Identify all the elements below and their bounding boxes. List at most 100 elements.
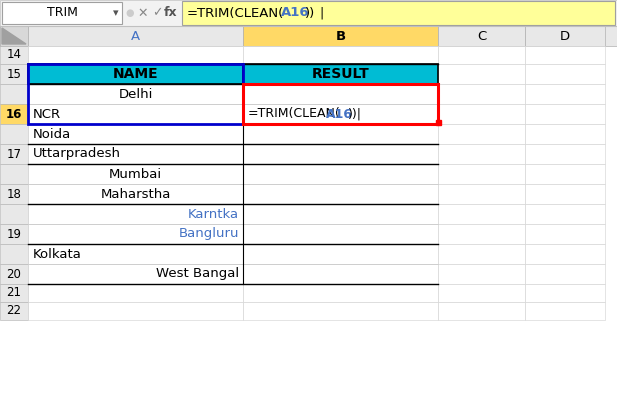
Bar [243,164,438,184]
Bar [525,284,605,302]
Bar [438,244,525,264]
Bar [525,224,605,244]
Bar [0,144,28,164]
Bar [525,124,605,144]
Text: 14: 14 [7,48,22,61]
Text: ))|: ))| [348,108,362,121]
Bar [0,26,617,46]
Text: 16: 16 [6,108,22,121]
Bar [182,1,615,25]
Bar [243,124,438,144]
Bar [243,84,438,124]
Bar [525,144,605,164]
Bar [525,26,605,46]
Text: Uttarpradesh: Uttarpradesh [33,147,121,160]
Bar [243,84,438,104]
Bar [28,64,243,84]
Bar [28,284,243,302]
Text: 15: 15 [7,68,22,81]
Bar [243,244,438,264]
Bar [28,144,243,164]
Text: A16: A16 [326,108,353,121]
Polygon shape [2,28,26,44]
Bar [525,302,605,320]
Bar [525,244,605,264]
Text: 22: 22 [7,304,22,318]
Bar [243,64,438,84]
Text: West Bangal: West Bangal [156,268,239,281]
Bar [243,302,438,320]
Bar [0,64,28,84]
Bar [0,204,28,224]
Bar [438,184,525,204]
Bar [243,284,438,302]
Bar [438,104,525,124]
Bar [243,46,438,64]
Text: ▾: ▾ [113,8,119,18]
Bar [28,26,243,46]
Bar [243,184,438,204]
Text: 18: 18 [7,187,22,200]
Bar [525,64,605,84]
Bar [28,224,243,244]
Bar [28,46,243,64]
Bar [0,0,617,26]
Text: )): )) [305,6,315,19]
Bar [0,244,28,264]
Bar [0,184,28,204]
Bar [438,26,525,46]
Bar [0,84,28,104]
Bar [525,184,605,204]
Text: 17: 17 [7,147,22,160]
Bar [28,84,243,104]
Bar [525,46,605,64]
Text: Delhi: Delhi [118,87,152,100]
Bar [28,64,243,124]
Bar [0,104,28,124]
Bar [28,184,243,204]
Text: TRIM: TRIM [46,6,78,19]
Bar [525,84,605,104]
Text: NAME: NAME [113,67,159,81]
Bar [0,26,28,46]
Text: C: C [477,29,486,42]
Bar [0,46,28,64]
Bar [243,204,438,224]
Text: ✓: ✓ [152,6,162,19]
Text: Bangluru: Bangluru [178,228,239,241]
Bar [243,144,438,164]
Bar [0,284,28,302]
Bar [0,124,28,144]
Bar [243,26,438,46]
Text: =TRIM(CLEAN(: =TRIM(CLEAN( [248,108,341,121]
Bar [438,84,525,104]
Text: Maharstha: Maharstha [101,187,171,200]
Bar [525,264,605,284]
Text: Noida: Noida [33,128,71,141]
Bar [438,224,525,244]
Bar [28,124,243,144]
Bar [243,64,438,84]
Bar [525,204,605,224]
Bar [28,302,243,320]
Bar [525,164,605,184]
Bar [438,302,525,320]
Bar [2,2,122,24]
Text: ●: ● [126,8,135,18]
Bar [28,104,243,124]
Bar [438,124,525,144]
Bar [28,64,243,84]
Bar [28,244,243,264]
Bar [243,264,438,284]
Text: 20: 20 [7,268,22,281]
Text: ✕: ✕ [138,6,148,19]
Bar [0,264,28,284]
Text: 21: 21 [7,286,22,299]
Bar [438,264,525,284]
Bar [525,104,605,124]
Text: NCR: NCR [33,108,61,121]
Text: |: | [319,6,323,19]
Bar [438,144,525,164]
Bar [438,284,525,302]
Bar [438,46,525,64]
